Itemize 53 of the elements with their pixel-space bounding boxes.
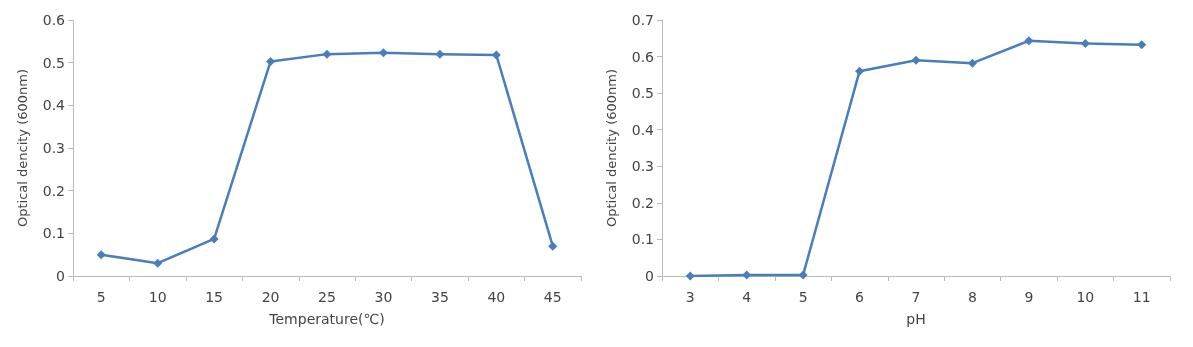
y-tick-label: 0.3: [631, 158, 654, 175]
x-tick-label: 5: [96, 289, 106, 305]
x-tick-label: 10: [1076, 289, 1095, 305]
point: [911, 55, 921, 65]
x-tick-label: 3: [685, 289, 695, 305]
y-tick-label: 0.5: [42, 54, 65, 71]
x-tick-label: 45: [543, 289, 562, 305]
x-tick-label: 15: [205, 289, 224, 305]
point: [1080, 38, 1090, 48]
point: [96, 250, 106, 260]
y-tick-label: 0.4: [42, 97, 66, 114]
point: [685, 271, 695, 281]
x-tick-label: 35: [430, 289, 449, 305]
y-tick-label: 0.5: [631, 85, 654, 102]
point: [266, 56, 276, 66]
x-tick-label: 9: [1024, 289, 1034, 305]
x-axis-title: Temperature(℃): [268, 311, 385, 327]
y-tick-label: 0.1: [631, 231, 654, 248]
y-tick-label: 0.3: [42, 140, 65, 156]
point: [548, 241, 558, 251]
x-tick-label: 30: [374, 289, 393, 305]
y-tick-label: 0.2: [631, 194, 654, 211]
point: [209, 234, 219, 244]
y-tick-label: 0.1: [42, 225, 65, 242]
x-tick-label: 40: [487, 289, 506, 305]
point: [1137, 40, 1147, 50]
x-tick-label: 5: [798, 289, 808, 305]
y-tick-label: 0: [56, 268, 65, 284]
y-tick-label: 0.6: [42, 12, 66, 28]
y-axis-title: Optical dencity (600nm): [15, 68, 30, 228]
point: [967, 58, 977, 68]
y-tick-label: 0.6: [631, 48, 655, 65]
x-axis-title: pH: [906, 311, 926, 327]
point: [153, 258, 163, 268]
point: [435, 49, 445, 59]
point: [322, 49, 332, 59]
point: [855, 66, 865, 76]
y-tick-label: 0.4: [631, 121, 655, 138]
y-tick-label: 0.2: [42, 182, 65, 199]
x-tick-label: 20: [261, 289, 280, 305]
x-tick-label: 4: [742, 289, 752, 305]
y-tick-label: 0.7: [631, 12, 654, 28]
point: [378, 48, 388, 58]
x-tick-label: 6: [855, 289, 865, 305]
x-tick-label: 7: [911, 289, 921, 305]
x-tick-label: 8: [967, 289, 977, 305]
x-tick-label: 25: [318, 289, 336, 305]
x-tick-label: 10: [148, 289, 167, 305]
point: [798, 270, 808, 280]
point: [1024, 36, 1034, 46]
x-tick-label: 11: [1132, 289, 1151, 305]
y-axis-title: Optical dencity (600nm): [604, 68, 619, 228]
y-tick-label: 0: [645, 268, 654, 284]
